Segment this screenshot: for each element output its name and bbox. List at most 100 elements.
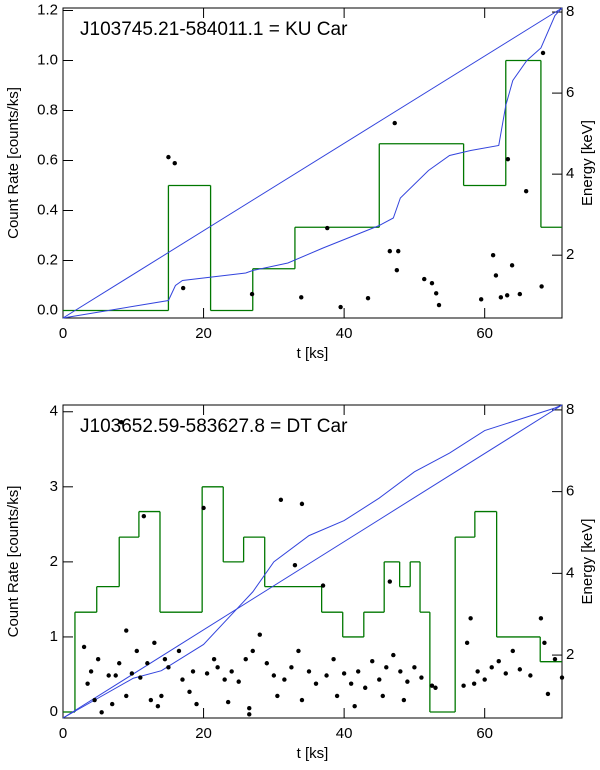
photon-point (405, 679, 410, 684)
x-tick-label: 60 (476, 725, 493, 742)
photon-point (113, 673, 118, 678)
photon-point (377, 677, 382, 682)
y2-tick-label: 2 (566, 246, 574, 263)
photon-point (257, 632, 262, 637)
photon-point (490, 252, 496, 258)
photon-point (180, 677, 185, 682)
y-tick-label: 0.0 (37, 301, 58, 318)
photon-point (141, 513, 147, 519)
photon-point (264, 661, 270, 666)
photon-point (396, 248, 401, 254)
y2-tick-label: 4 (566, 165, 574, 182)
photon-point (517, 667, 523, 672)
photon-point (201, 505, 206, 511)
photon-point (292, 562, 298, 568)
y-tick-label: 0.8 (37, 101, 58, 118)
photon-point (271, 673, 277, 678)
photon-point (282, 677, 287, 682)
photon-point (331, 656, 336, 662)
y-tick-label: 0.6 (37, 151, 58, 168)
photon-point (320, 583, 326, 588)
photon-point (250, 648, 255, 654)
line (62, 7, 563, 319)
y-tick-label: 1.2 (37, 1, 58, 18)
photon-point (482, 677, 487, 682)
x-tick-label: 20 (195, 725, 212, 742)
photon-point (468, 616, 473, 621)
photon-point (275, 693, 280, 699)
photon-point (313, 681, 319, 686)
photon-point (176, 648, 182, 654)
photon-point (384, 665, 389, 670)
photon-point (412, 665, 417, 670)
photon-point (134, 648, 139, 654)
photon-point (88, 669, 94, 674)
photon-point (509, 263, 515, 268)
photon-point (539, 284, 544, 289)
photon-point (138, 675, 143, 680)
photon-point (387, 579, 393, 584)
y-tick-label: 2 (50, 553, 58, 570)
photon-point (433, 291, 439, 296)
photon-point (172, 161, 177, 166)
photon-point (394, 267, 400, 273)
y2-tick-label: 2 (566, 646, 574, 663)
photon-point (180, 285, 186, 291)
y-tick-label: 0.4 (37, 201, 58, 218)
photon-point (85, 681, 90, 686)
photon-point (194, 701, 199, 707)
photon-point (436, 302, 442, 308)
photon-point (503, 671, 508, 676)
photon-point (471, 681, 477, 686)
x-tick-label: 0 (59, 325, 67, 342)
photon-point (363, 685, 368, 690)
photon-point (348, 681, 354, 686)
photon-point (95, 656, 101, 662)
photon-point (124, 693, 129, 699)
plot-frame (62, 7, 563, 319)
photon-point (229, 669, 234, 674)
photon-point (225, 699, 231, 705)
photon-point (552, 656, 558, 662)
photon-point (92, 697, 97, 703)
chart-title: J103745.21-584011.1 = KU Car (80, 19, 348, 40)
photon-point (528, 673, 533, 678)
photon-point (489, 665, 494, 670)
photon-point (461, 683, 466, 688)
photon-point (306, 669, 312, 674)
y-tick-label: 1 (50, 628, 58, 645)
photon-point (109, 701, 115, 707)
photon-point (401, 697, 407, 703)
photon-point (559, 675, 565, 680)
photon-point (370, 659, 375, 664)
photon-point (493, 273, 499, 278)
photon-point (289, 665, 294, 670)
photon-point (215, 665, 220, 670)
photon-point (99, 710, 104, 715)
line (62, 404, 563, 719)
y2-tick-label: 8 (566, 401, 574, 418)
photon-point (325, 225, 330, 231)
photon-point (249, 291, 255, 297)
y2-tick-label: 6 (566, 483, 574, 500)
photon-point (505, 156, 511, 162)
photon-point (81, 644, 87, 650)
y-axis-label: Count Rate [counts/ks] (5, 486, 22, 638)
photon-point (338, 304, 343, 310)
chart-title: J103652.59-583627.8 = DT Car (80, 416, 348, 437)
photon-point (398, 669, 403, 674)
x-tick-label: 20 (195, 325, 212, 342)
line (62, 7, 563, 319)
photon-point (510, 648, 516, 654)
y-tick-label: 0 (50, 703, 58, 720)
y2-axis-label: Energy [keV] (579, 120, 596, 206)
x-tick-label: 60 (476, 325, 493, 342)
photon-point (299, 295, 304, 300)
y2-axis-label: Energy [keV] (579, 519, 596, 605)
photon-point (429, 280, 435, 286)
photon-point (433, 685, 438, 690)
photon-point (391, 652, 396, 658)
photon-point (496, 659, 501, 664)
photon-point (152, 640, 157, 646)
